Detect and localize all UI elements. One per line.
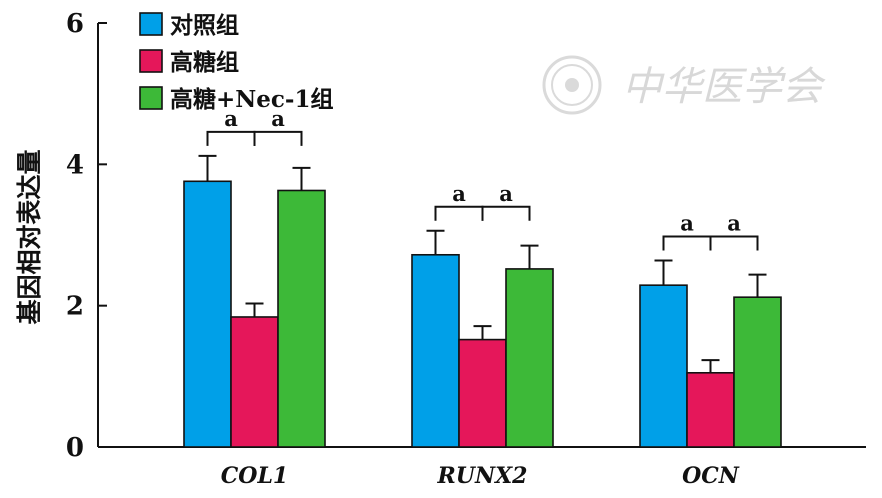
bars: [183, 154, 782, 448]
y-tick-label: 0: [66, 433, 84, 463]
bar-runx2-series-3: [505, 268, 554, 448]
bar-col1-series-3: [277, 189, 326, 448]
bar-col1-series-1: [183, 180, 232, 448]
significance-label: a: [727, 210, 741, 235]
y-tick-label: 6: [66, 9, 84, 39]
y-tick-label: 2: [66, 292, 84, 322]
axes: 0 2 4 6 基因相对表达量 COL1 RUNX2 OCN: [15, 9, 866, 489]
significance-label: a: [680, 210, 694, 235]
legend-label-2: 高糖组: [170, 49, 239, 76]
significance-bracket: [206, 130, 256, 146]
legend-swatch-1: [139, 12, 163, 36]
x-category-label: COL1: [221, 463, 288, 489]
significance-bracket: [434, 205, 484, 221]
y-axis-label: 基因相对表达量: [15, 149, 44, 324]
significance-label: a: [452, 181, 466, 206]
bar-runx2-series-2: [458, 338, 507, 448]
bar-col1-series-2: [230, 316, 279, 448]
legend-label-1: 对照组: [170, 12, 239, 39]
significance-bracket: [253, 130, 303, 146]
legend-swatch-3: [139, 86, 163, 110]
significance-label: a: [224, 106, 238, 131]
significance-bracket: [481, 205, 531, 221]
significance-label: a: [271, 106, 285, 131]
legend-label-3: 高糖+Nec-1组: [170, 86, 333, 113]
legend-swatch-2: [139, 49, 163, 73]
seal-icon: [542, 55, 602, 115]
bar-ocn-series-1: [639, 284, 688, 448]
significance-bracket: [662, 235, 712, 251]
x-category-label: OCN: [682, 463, 740, 489]
significance-label: a: [499, 181, 513, 206]
watermark: 中华医学会: [542, 55, 826, 115]
bar-runx2-series-1: [411, 253, 460, 448]
bar-ocn-series-3: [733, 296, 782, 448]
significance-brackets: a a a a a a: [206, 106, 759, 251]
bar-ocn-series-2: [686, 371, 735, 448]
y-tick-label: 4: [66, 150, 84, 180]
significance-bracket: [709, 235, 759, 251]
x-category-label: RUNX2: [437, 463, 528, 489]
watermark-text: 中华医学会: [622, 64, 826, 110]
